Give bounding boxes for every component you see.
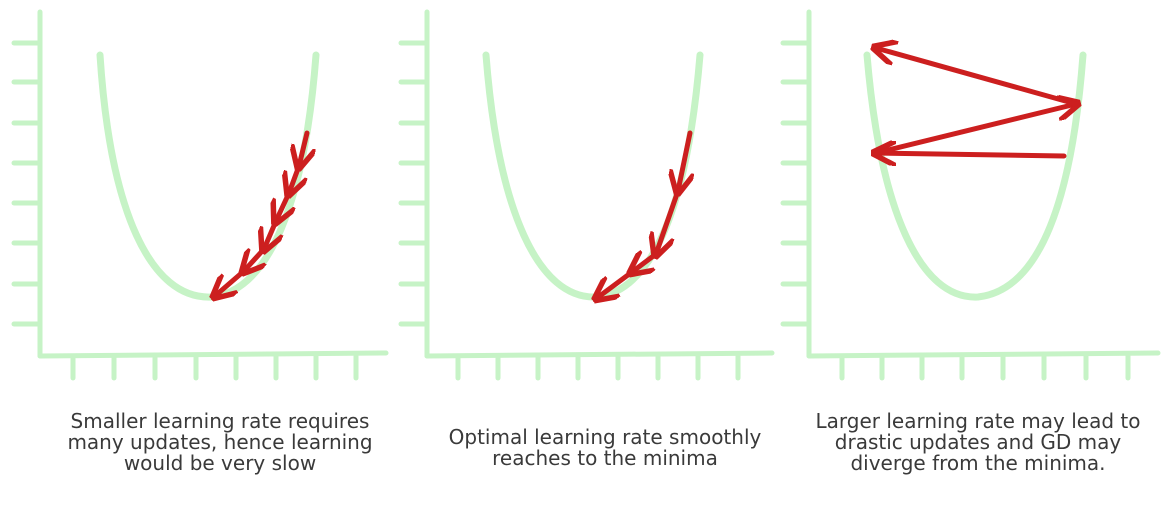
axes bbox=[11, 9, 389, 381]
x-axis bbox=[806, 350, 1161, 359]
caption-line: Smaller learning rate requires bbox=[70, 409, 370, 433]
panel-small-learning-rate bbox=[11, 9, 389, 381]
step-arrow bbox=[678, 130, 690, 191]
panel-optimal-learning-rate bbox=[398, 9, 775, 381]
x-axis bbox=[37, 350, 389, 359]
step-arrow bbox=[215, 268, 247, 296]
step-arrow bbox=[289, 163, 299, 193]
caption-line: diverge from the minima. bbox=[850, 451, 1106, 475]
step-arrow bbox=[873, 104, 1076, 156]
step-arrow bbox=[632, 254, 659, 272]
caption-large-learning-rate: Larger learning rate may lead to drastic… bbox=[788, 411, 1165, 474]
caption-line: Larger learning rate may lead to bbox=[815, 409, 1141, 433]
step-arrow bbox=[597, 269, 635, 298]
loss-curve bbox=[482, 51, 704, 301]
step-arrow bbox=[264, 218, 276, 249]
step-arrow bbox=[656, 188, 681, 254]
y-ticks bbox=[398, 40, 430, 327]
step-arrow bbox=[276, 190, 289, 221]
loss-curve bbox=[863, 51, 1087, 301]
caption-line: would be very slow bbox=[123, 451, 317, 475]
step-arrow bbox=[876, 48, 1079, 107]
step-arrow bbox=[299, 130, 307, 166]
gradient-steps bbox=[597, 130, 690, 298]
x-ticks bbox=[455, 353, 741, 381]
x-ticks bbox=[70, 353, 359, 381]
gradient-steps bbox=[876, 48, 1076, 156]
axes bbox=[780, 9, 1161, 381]
panel-large-learning-rate bbox=[780, 9, 1161, 381]
caption-small-learning-rate: Smaller learning rate requires many upda… bbox=[30, 411, 410, 474]
y-ticks bbox=[780, 40, 812, 327]
caption-line: reaches to the minima bbox=[492, 446, 718, 470]
step-arrow bbox=[244, 246, 264, 271]
x-axis bbox=[424, 350, 775, 359]
x-ticks bbox=[839, 353, 1131, 381]
caption-line: drastic updates and GD may bbox=[834, 430, 1122, 454]
loss-curve bbox=[96, 51, 320, 301]
caption-line: Optimal learning rate smoothly bbox=[448, 425, 762, 449]
step-arrow bbox=[876, 153, 1067, 156]
caption-line: many updates, hence learning bbox=[67, 430, 373, 454]
gradient-steps bbox=[215, 130, 307, 296]
y-ticks bbox=[11, 40, 43, 327]
axes bbox=[398, 9, 775, 381]
caption-optimal-learning-rate: Optimal learning rate smoothly reaches t… bbox=[415, 427, 795, 469]
